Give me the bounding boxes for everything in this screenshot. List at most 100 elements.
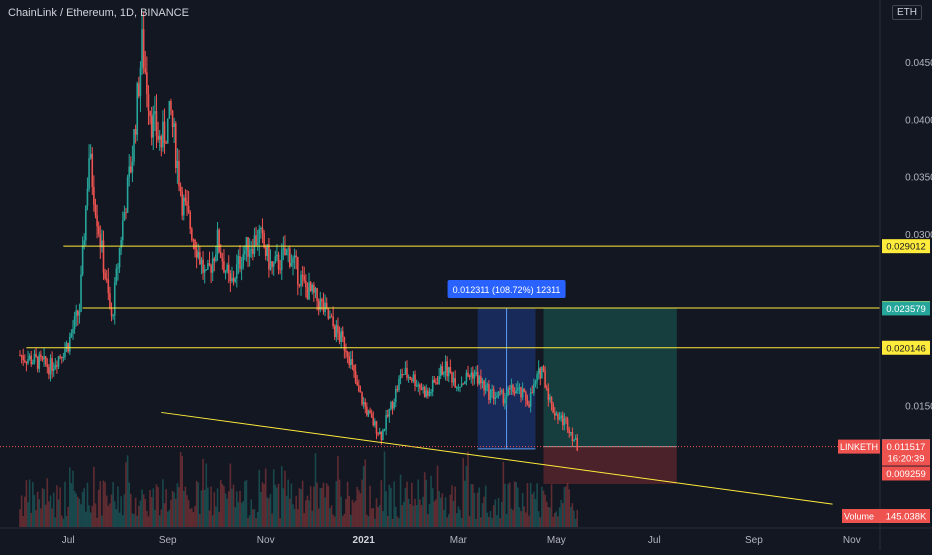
candle-body: [533, 384, 535, 394]
candle-body: [544, 370, 546, 388]
candle-body: [500, 390, 503, 392]
candle-body: [35, 353, 37, 357]
volume-bar: [382, 510, 384, 527]
candle-body: [475, 372, 477, 375]
candle-body: [235, 264, 238, 279]
candle-body: [502, 390, 505, 404]
candle-body: [191, 228, 193, 240]
x-tick-label: Sep: [159, 535, 177, 546]
volume-bar: [64, 481, 66, 527]
volume-bar: [425, 479, 428, 527]
volume-bar: [109, 503, 111, 527]
candle-body: [218, 229, 220, 252]
candle-body: [247, 237, 249, 257]
candle-body: [149, 110, 151, 117]
volume-bar: [517, 487, 519, 527]
volume-bar: [250, 499, 253, 527]
volume-bar: [248, 515, 251, 527]
candle-body: [36, 356, 39, 369]
candle-body: [219, 251, 222, 259]
volume-bar: [309, 486, 312, 527]
volume-bar: [314, 453, 317, 527]
volume-bar: [358, 490, 360, 527]
candle-body: [231, 277, 233, 281]
candle-body: [308, 282, 310, 300]
candle-body: [170, 101, 172, 111]
candle-body: [573, 439, 575, 441]
last-price-label: 0.011517: [887, 442, 926, 453]
volume-title: Volume: [844, 512, 874, 522]
volume-bar: [280, 466, 283, 527]
volume-bar: [110, 494, 113, 527]
volume-bar: [40, 508, 42, 527]
candle-body: [30, 355, 33, 365]
volume-bar: [189, 508, 192, 527]
candle-body: [245, 237, 248, 251]
candle-body: [329, 316, 331, 319]
volume-bar: [28, 479, 31, 527]
candle-body: [313, 285, 315, 293]
candle-body: [496, 396, 498, 398]
volume-bar: [541, 486, 543, 527]
volume-bar: [136, 515, 139, 527]
candle-body: [369, 410, 371, 414]
position-loss-zone[interactable]: [543, 446, 677, 484]
y-tick-label: 0.030000: [905, 230, 932, 241]
volume-bar: [523, 506, 526, 527]
candle-body: [508, 388, 511, 390]
volume-bar: [475, 518, 477, 527]
volume-bar: [337, 455, 339, 527]
candle-body: [173, 123, 175, 128]
candle-body: [269, 261, 272, 270]
volume-bar: [245, 480, 248, 527]
candle-body: [459, 386, 461, 388]
candle-body: [520, 387, 522, 398]
volume-bar: [104, 482, 106, 527]
volume-bar: [179, 452, 182, 527]
volume-bar: [288, 498, 291, 527]
measure-label-box: [447, 280, 566, 299]
candle-body: [515, 390, 518, 394]
candle-body: [28, 355, 31, 360]
candle-body: [539, 368, 542, 379]
candle-body: [271, 261, 273, 267]
candle-body: [197, 252, 200, 258]
candle-body: [59, 356, 61, 358]
volume-bar: [354, 500, 357, 527]
candle-body: [290, 263, 293, 267]
volume-bar: [126, 455, 129, 527]
candle-body: [385, 414, 387, 430]
trendline[interactable]: [161, 411, 833, 505]
candle-body: [168, 101, 171, 119]
candle-body: [438, 376, 440, 384]
candle-body: [154, 111, 156, 114]
volume-bar: [391, 518, 394, 527]
volume-bar: [565, 486, 567, 527]
volume-bar: [415, 504, 418, 527]
candle-body: [489, 390, 492, 400]
candle-body: [266, 244, 269, 256]
candle-body: [512, 384, 514, 392]
volume-bar: [166, 511, 169, 527]
volume-bar: [383, 451, 386, 527]
candle-body: [499, 391, 501, 393]
position-profit-zone[interactable]: [543, 308, 677, 447]
candle-body: [465, 372, 468, 382]
volume-bar: [235, 491, 238, 527]
candle-body: [125, 212, 127, 214]
volume-bar: [566, 483, 569, 527]
volume-bar: [311, 510, 314, 527]
candle-body: [83, 240, 86, 246]
candle-body: [118, 248, 121, 268]
volume-bar: [525, 512, 527, 527]
volume-bar: [269, 493, 272, 527]
candle-body: [176, 160, 179, 168]
volume-bar: [247, 518, 249, 527]
currency-badge[interactable]: ETH: [892, 5, 922, 20]
candle-body: [353, 364, 355, 372]
volume-bar: [96, 517, 98, 527]
candle-body: [409, 376, 412, 380]
